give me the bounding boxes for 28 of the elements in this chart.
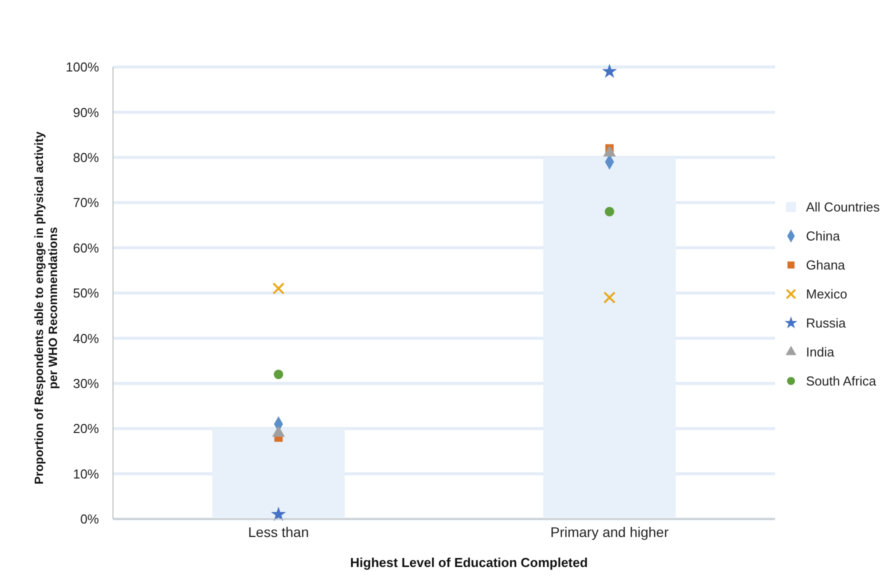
point bbox=[274, 370, 284, 380]
y-tick-label: 0% bbox=[80, 512, 100, 527]
legend-label: All Countries bbox=[806, 200, 880, 215]
y-tick-label: 80% bbox=[72, 150, 100, 165]
y-axis-title: Proportion of Respondents able to engage in physical activity per WHO Recommendations bbox=[32, 131, 60, 484]
y-tick-label: 100% bbox=[66, 60, 100, 75]
y-tick-label: 20% bbox=[72, 421, 100, 436]
point bbox=[270, 506, 286, 521]
y-tick-label: 40% bbox=[72, 330, 100, 346]
point bbox=[603, 291, 616, 304]
y-tick-label: 10% bbox=[72, 466, 100, 482]
legend-label: Ghana bbox=[806, 258, 846, 273]
y-tick-label: 60% bbox=[72, 240, 100, 256]
y-tick-label: 90% bbox=[72, 104, 100, 120]
x-tick-label: Less than bbox=[248, 524, 309, 540]
x-axis-title: Highest Level of Education Completed bbox=[350, 555, 588, 570]
y-tick-label: 30% bbox=[72, 376, 100, 391]
y-tick-label: 70% bbox=[72, 195, 100, 210]
legend-label: China bbox=[806, 228, 841, 244]
legend-label: Russia bbox=[806, 316, 847, 331]
x-tick-label: Primary and higher bbox=[550, 524, 669, 540]
point bbox=[272, 282, 285, 295]
legend-label: South Africa bbox=[806, 374, 877, 389]
point bbox=[602, 64, 618, 78]
legend-label: India bbox=[806, 344, 835, 360]
legend-label: Mexico bbox=[806, 286, 848, 302]
y-tick-label: 50% bbox=[72, 286, 100, 301]
point bbox=[604, 206, 614, 216]
